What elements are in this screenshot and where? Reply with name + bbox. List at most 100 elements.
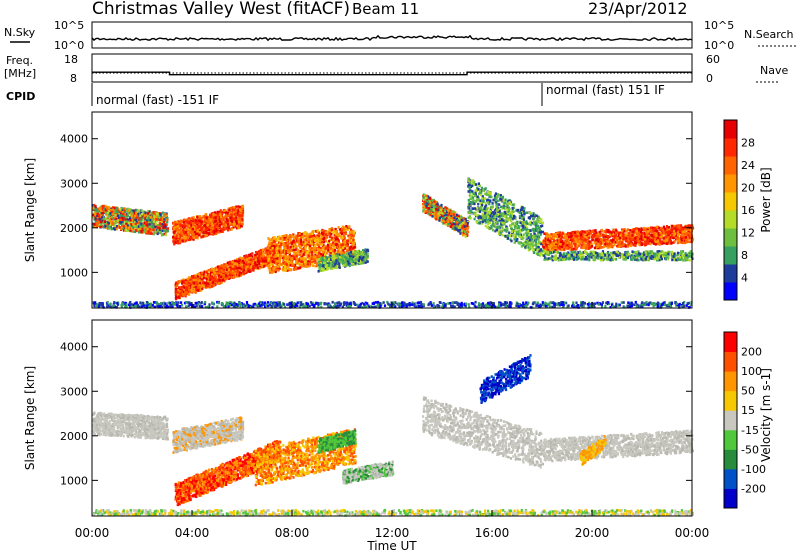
echo-cell bbox=[190, 218, 192, 221]
echo-cell bbox=[352, 251, 354, 254]
echo-cell bbox=[286, 263, 288, 266]
echo-cell bbox=[190, 221, 192, 224]
echo-cell bbox=[108, 222, 110, 225]
echo-cell bbox=[280, 255, 282, 258]
echo-cell bbox=[331, 229, 333, 232]
echo-cell bbox=[316, 236, 318, 239]
echo-cell bbox=[365, 261, 367, 264]
echo-cell bbox=[269, 260, 271, 263]
echo-cell bbox=[242, 260, 244, 263]
echo-cell bbox=[356, 255, 358, 258]
echo-cell bbox=[304, 238, 306, 241]
echo-cell bbox=[233, 276, 235, 279]
echo-cell bbox=[328, 264, 330, 267]
echo-cell bbox=[223, 229, 225, 232]
echo-cell bbox=[243, 264, 245, 267]
echo-cell bbox=[269, 251, 271, 254]
echo-cell bbox=[359, 256, 361, 259]
echo-cell bbox=[350, 260, 352, 263]
echo-cell bbox=[202, 232, 204, 235]
echo-cell bbox=[277, 260, 279, 263]
echo-cell bbox=[180, 225, 182, 228]
echo-cell bbox=[125, 220, 127, 223]
echo-cell bbox=[231, 223, 233, 226]
echo-cell bbox=[306, 241, 308, 244]
echo-cell bbox=[190, 237, 192, 240]
echo-cell bbox=[202, 282, 204, 285]
echo-cell bbox=[188, 293, 190, 296]
echo-cell bbox=[177, 225, 179, 228]
echo-cell bbox=[324, 260, 326, 263]
echo-cell bbox=[135, 223, 137, 226]
echo-cell bbox=[153, 221, 155, 224]
echo-cell bbox=[175, 296, 177, 299]
echo-cell bbox=[212, 213, 214, 216]
echo-cell bbox=[104, 225, 106, 228]
echo-cell bbox=[285, 269, 287, 272]
echo-cell bbox=[100, 221, 102, 224]
echo-cell bbox=[231, 261, 233, 264]
echo-cell bbox=[188, 286, 190, 289]
echo-cell bbox=[144, 214, 146, 217]
echo-cell bbox=[100, 210, 102, 213]
echo-cell bbox=[346, 240, 348, 243]
echo-cell bbox=[183, 221, 185, 224]
echo-cell bbox=[345, 225, 347, 228]
echo-cell bbox=[220, 216, 222, 219]
echo-cell bbox=[132, 209, 134, 212]
echo-cell bbox=[180, 291, 182, 294]
echo-cell bbox=[353, 231, 355, 234]
echo-cell bbox=[309, 257, 311, 260]
echo-cell bbox=[282, 268, 284, 271]
echo-cell bbox=[360, 251, 362, 254]
echo-cell bbox=[349, 265, 351, 268]
echo-cell bbox=[219, 230, 221, 233]
echo-cell bbox=[328, 258, 330, 261]
echo-cell bbox=[297, 240, 299, 243]
echo-cell bbox=[361, 257, 363, 260]
echo-cell bbox=[254, 267, 256, 270]
echo-cell bbox=[303, 253, 305, 256]
echo-cell bbox=[138, 222, 140, 225]
echo-cell bbox=[155, 218, 157, 221]
freq-panel: Freq. [MHz] 18 8 60 0 Nave bbox=[4, 53, 788, 85]
echo-cell bbox=[325, 256, 327, 259]
echo-cell bbox=[255, 264, 257, 267]
echo-cell bbox=[345, 264, 347, 267]
echo-cell bbox=[116, 207, 118, 210]
echo-cell bbox=[329, 235, 331, 238]
echo-cell bbox=[208, 229, 210, 232]
echo-cell bbox=[215, 216, 217, 219]
echo-cell bbox=[117, 211, 119, 214]
echo-cell bbox=[313, 251, 315, 254]
echo-cell bbox=[211, 223, 213, 226]
echo-cell bbox=[181, 282, 183, 285]
noise-right-label: N.Search bbox=[744, 28, 794, 41]
echo-cell bbox=[192, 228, 194, 231]
noise-right-tick-top: 10^5 bbox=[704, 19, 734, 32]
echo-cell bbox=[232, 272, 234, 275]
echo-cell bbox=[109, 220, 111, 223]
echo-cell bbox=[187, 278, 189, 281]
echo-cell bbox=[299, 233, 301, 236]
echo-cell bbox=[164, 230, 166, 233]
echo-cell bbox=[172, 236, 174, 239]
echo-cell bbox=[346, 252, 348, 255]
echo-cell bbox=[272, 247, 274, 250]
echo-cell bbox=[367, 253, 369, 256]
echo-cell bbox=[311, 263, 313, 266]
echo-cell bbox=[229, 217, 231, 220]
echo-cell bbox=[273, 240, 275, 243]
echo-cell bbox=[265, 252, 267, 255]
echo-cell bbox=[231, 214, 233, 217]
echo-cell bbox=[100, 223, 102, 226]
echo-cell bbox=[352, 256, 354, 259]
echo-cell bbox=[338, 247, 340, 250]
echo-cell bbox=[127, 212, 129, 215]
echo-cell bbox=[93, 223, 95, 226]
echo-cell bbox=[330, 265, 332, 268]
echo-cell bbox=[248, 270, 250, 273]
echo-cell bbox=[198, 273, 200, 276]
echo-cell bbox=[254, 254, 256, 257]
